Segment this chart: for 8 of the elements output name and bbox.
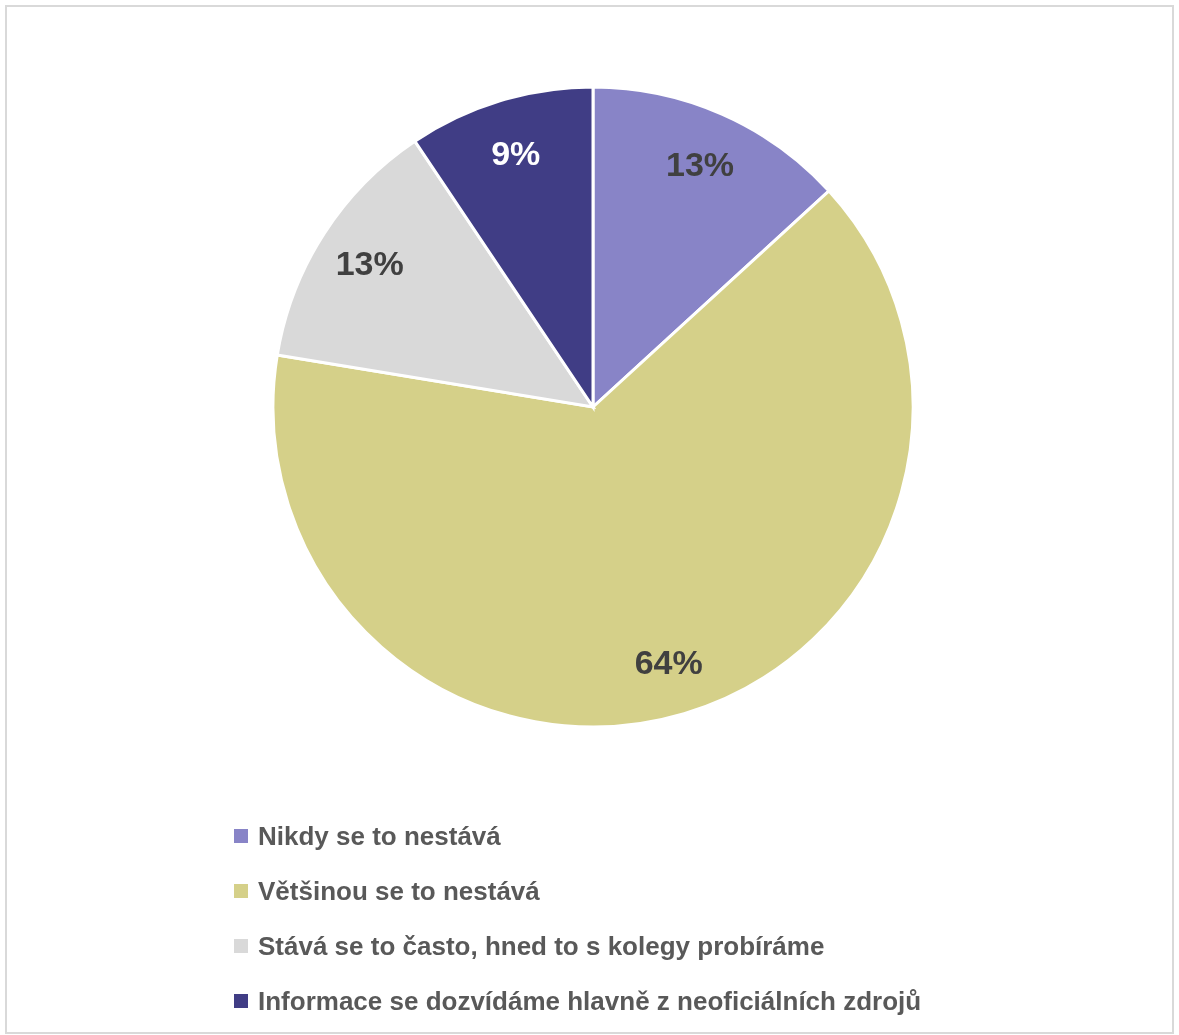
data-label: 13% <box>665 144 735 183</box>
data-label: 9% <box>491 133 541 172</box>
legend-label: Většinou se to nestává <box>258 876 541 906</box>
legend-label: Nikdy se to nestává <box>258 821 502 851</box>
data-label: 13% <box>335 244 404 283</box>
legend-label: Informace se dozvídáme hlavně z neoficiálních zdrojů <box>258 986 922 1016</box>
data-label: 64% <box>634 642 703 681</box>
legend-label: Stává se to často, hned to s kolegy probíráme <box>258 931 825 961</box>
